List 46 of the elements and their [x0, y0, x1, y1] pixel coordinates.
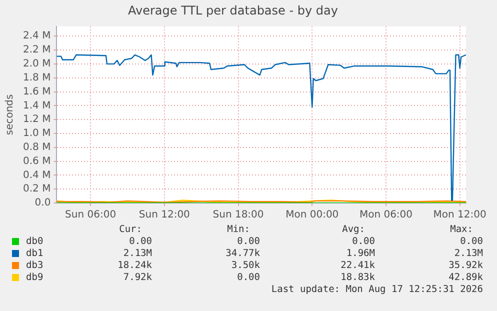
- text: 2.13M: [454, 248, 483, 259]
- text: 0.00: [237, 272, 260, 283]
- x-tick-label: Sun 18:00: [212, 210, 264, 221]
- y-tick-label: 1.4 M: [22, 100, 51, 112]
- text: 34.77k: [226, 248, 260, 259]
- text: 18.83k: [340, 272, 375, 283]
- y-tick-label: 0.4 M: [22, 170, 51, 181]
- text: Max:: [450, 224, 473, 235]
- x-tick-label: Sun 06:00: [65, 210, 116, 221]
- text: 3.50k: [231, 260, 260, 271]
- text: 0.00: [129, 236, 152, 247]
- x-tick-label: Sun 12:00: [138, 210, 190, 221]
- legend-label: db1: [26, 248, 44, 259]
- y-tick-label: 2.4 M: [22, 30, 51, 42]
- y-tick-label: 2.0 M: [22, 58, 51, 70]
- y-tick-label: 1.2 M: [22, 114, 51, 126]
- x-tick-label: Mon 06:00: [359, 210, 413, 221]
- y-tick-label: 0.2 M: [22, 184, 51, 195]
- y-tick-label: 1.0 M: [22, 128, 51, 140]
- y-tick-label: 0.8 M: [22, 142, 51, 153]
- text: 18.24k: [118, 260, 152, 271]
- text: Cur:: [119, 224, 142, 235]
- chart-title: Average TTL per database - by day: [128, 3, 338, 18]
- text: Last update: Mon Aug 17 12:25:31 2026: [271, 284, 483, 295]
- y-axis-title: seconds: [4, 94, 16, 136]
- text: 0.00: [460, 236, 483, 247]
- text: Avg:: [342, 224, 365, 235]
- y-tick-label: 2.2 M: [22, 44, 51, 56]
- text: 0.00: [237, 236, 260, 247]
- text: 22.41k: [340, 260, 375, 271]
- y-tick-label: 1.8 M: [22, 72, 51, 84]
- text: Min:: [227, 224, 250, 235]
- y-tick-label: 0.6 M: [22, 156, 51, 167]
- legend-label: db3: [26, 260, 44, 271]
- legend-label: db9: [26, 272, 44, 283]
- x-tick-label: Mon 00:00: [286, 210, 339, 221]
- text: 7.92k: [123, 272, 152, 283]
- legend-label: db0: [26, 236, 44, 247]
- text: 1.96M: [346, 248, 375, 259]
- text: 0.00: [352, 236, 375, 247]
- y-tick-label: 0.0: [34, 198, 51, 209]
- y-tick-label: 1.6 M: [22, 86, 51, 98]
- x-tick-label: Mon 12:00: [433, 210, 486, 221]
- text: 42.89k: [448, 272, 483, 283]
- text: 2.13M: [123, 248, 152, 259]
- text: 35.92k: [448, 260, 483, 271]
